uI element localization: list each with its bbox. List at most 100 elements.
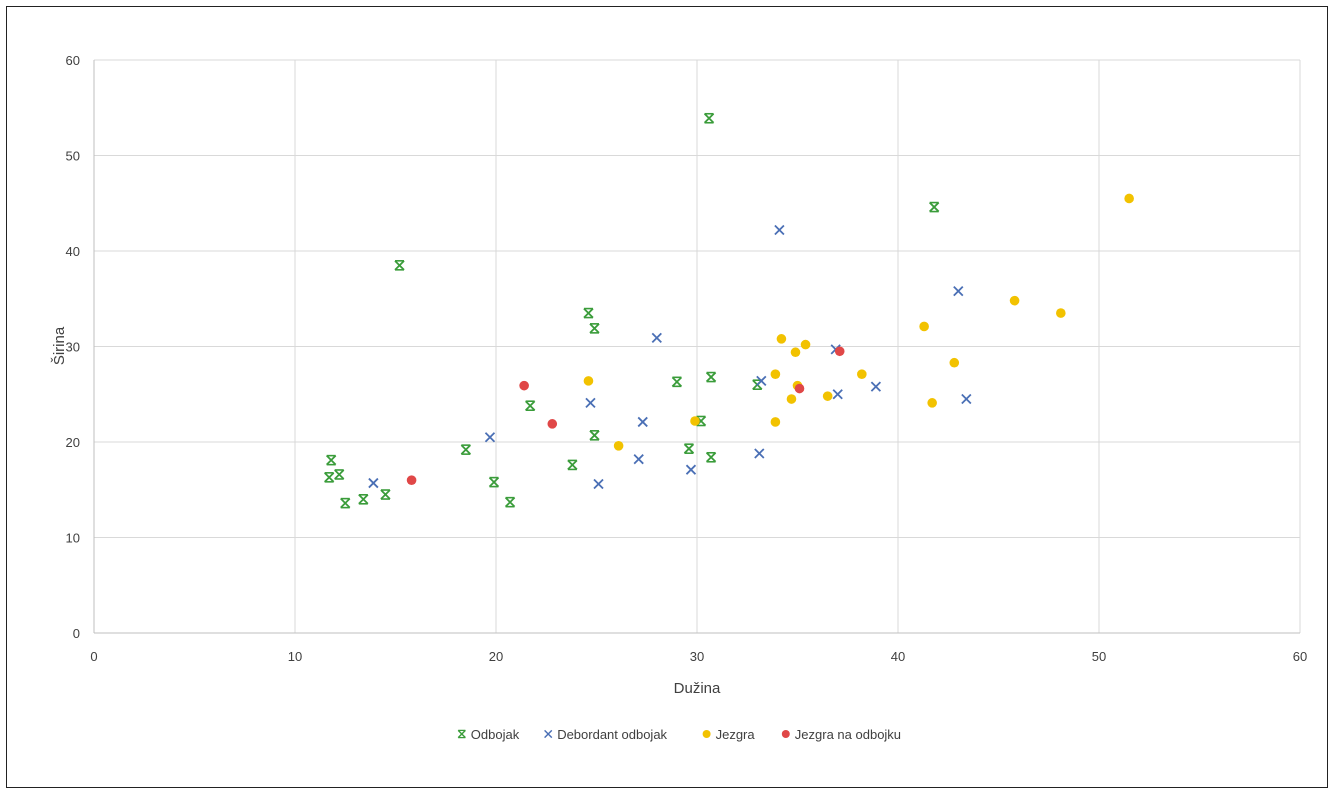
legend-item-jezgra-na-odbojku: Jezgra na odbojku: [781, 727, 901, 742]
legend-label-debordant-odbojak: Debordant odbojak: [557, 727, 667, 742]
x-tick-label: 60: [1293, 649, 1307, 664]
x-axis-title: Dužina: [674, 680, 721, 697]
x-tick-label: 0: [90, 649, 97, 664]
point-odbojak: [671, 376, 683, 388]
point-jezgra: [919, 321, 929, 332]
point-odbojak: [929, 201, 940, 213]
point-debordant-odbojak-stroke: [685, 464, 697, 475]
point-odbojak: [326, 454, 337, 466]
point-jezgra-shape: [786, 394, 797, 404]
point-odbojak: [567, 459, 578, 471]
point-debordant-odbojak: [484, 432, 496, 443]
point-odbojak: [683, 443, 695, 454]
point-odbojak-stroke: [488, 476, 500, 488]
x-tick-labels: 0 10 20 30 40 50 60: [90, 649, 1307, 664]
legend-marker-jezgra-na-odbojku: [781, 730, 790, 738]
legend-item-odbojak: Odbojak: [457, 727, 520, 742]
point-jezgra: [949, 357, 960, 368]
point-odbojak-stroke: [705, 371, 717, 383]
point-jezgra-shape: [776, 334, 787, 344]
point-jezgra-shape: [857, 369, 867, 379]
point-debordant-odbojak-stroke: [754, 448, 765, 459]
legend-marker-debordant-odbojak-stroke: [544, 729, 553, 739]
point-odbojak-stroke: [589, 323, 600, 334]
point-odbojak: [703, 112, 715, 124]
point-jezgra: [800, 339, 811, 350]
point-jezgra: [927, 398, 937, 408]
point-jezgra-na-odbojku: [794, 383, 805, 394]
point-odbojak: [705, 451, 717, 463]
point-odbojak-stroke: [567, 459, 578, 471]
point-jezgra-shape: [1056, 308, 1066, 318]
point-debordant-odbojak: [774, 224, 785, 236]
point-jezgra-shape: [1009, 295, 1020, 306]
point-debordant-odbojak-stroke: [774, 224, 785, 236]
point-debordant-odbojak: [832, 389, 843, 400]
point-jezgra: [857, 369, 867, 379]
y-tick-label: 0: [73, 626, 80, 641]
point-odbojak-stroke: [525, 400, 536, 411]
point-odbojak-stroke: [671, 376, 683, 387]
point-jezgra-shape: [949, 357, 960, 368]
point-odbojak-stroke: [340, 497, 351, 509]
legend-marker-odbojak-stroke: [457, 729, 466, 739]
point-jezgra-na-odbojku-shape: [547, 419, 558, 429]
point-odbojak: [334, 469, 345, 480]
point-debordant-odbojak-stroke: [756, 375, 767, 387]
point-odbojak: [358, 493, 369, 505]
point-jezgra: [786, 394, 797, 404]
x-tick-label: 40: [891, 649, 905, 664]
point-odbojak-stroke: [326, 455, 337, 466]
point-odbojak-stroke: [460, 444, 471, 455]
point-odbojak: [380, 489, 391, 500]
point-debordant-odbojak: [585, 397, 596, 408]
point-odbojak: [589, 430, 600, 441]
point-debordant-odbojak: [633, 454, 644, 465]
point-jezgra-na-odbojku-shape: [406, 475, 417, 486]
point-jezgra-na-odbojku-shape: [519, 380, 529, 391]
point-odbojak: [504, 496, 516, 508]
point-debordant-odbojak: [961, 393, 972, 405]
point-jezgra-shape: [790, 347, 801, 358]
y-tick-label: 60: [66, 53, 80, 68]
point-odbojak-stroke: [324, 472, 335, 483]
point-odbojak: [488, 476, 500, 488]
point-debordant-odbojak-stroke: [870, 381, 882, 392]
x-tick-label: 30: [690, 649, 704, 664]
point-debordant-odbojak-stroke: [832, 389, 843, 400]
point-jezgra-shape: [613, 441, 624, 451]
point-jezgra-na-odbojku: [519, 380, 529, 391]
point-jezgra-shape: [690, 416, 700, 426]
point-jezgra-shape: [770, 369, 781, 379]
x-tick-label: 10: [288, 649, 302, 664]
point-debordant-odbojak: [637, 416, 648, 428]
y-tick-label: 30: [66, 340, 80, 355]
y-tick-label: 40: [66, 244, 80, 259]
legend-item-jezgra: Jezgra: [702, 727, 755, 742]
point-jezgra: [1009, 295, 1020, 306]
point-odbojak-stroke: [583, 307, 594, 319]
y-tick-label: 50: [66, 149, 80, 164]
point-debordant-odbojak-stroke: [633, 454, 644, 465]
legend-marker-odbojak: [457, 729, 466, 739]
point-jezgra: [822, 391, 833, 401]
point-jezgra-shape: [770, 417, 781, 427]
point-odbojak-stroke: [705, 452, 717, 463]
point-jezgra-shape: [822, 391, 833, 401]
point-debordant-odbojak-stroke: [585, 397, 596, 408]
point-odbojak-stroke: [589, 430, 600, 441]
point-debordant-odbojak-stroke: [637, 416, 648, 428]
point-debordant-odbojak: [651, 332, 662, 344]
point-debordant-odbojak: [685, 464, 697, 475]
point-odbojak-stroke: [683, 443, 695, 454]
y-tick-label: 20: [66, 435, 80, 450]
point-odbojak: [589, 323, 600, 334]
point-odbojak: [460, 444, 471, 455]
point-jezgra-na-odbojku: [406, 475, 417, 486]
point-debordant-odbojak-stroke: [651, 332, 662, 344]
point-debordant-odbojak-stroke: [953, 285, 964, 297]
y-tick-label: 10: [66, 531, 80, 546]
point-debordant-odbojak: [754, 448, 765, 459]
point-jezgra: [790, 347, 801, 358]
